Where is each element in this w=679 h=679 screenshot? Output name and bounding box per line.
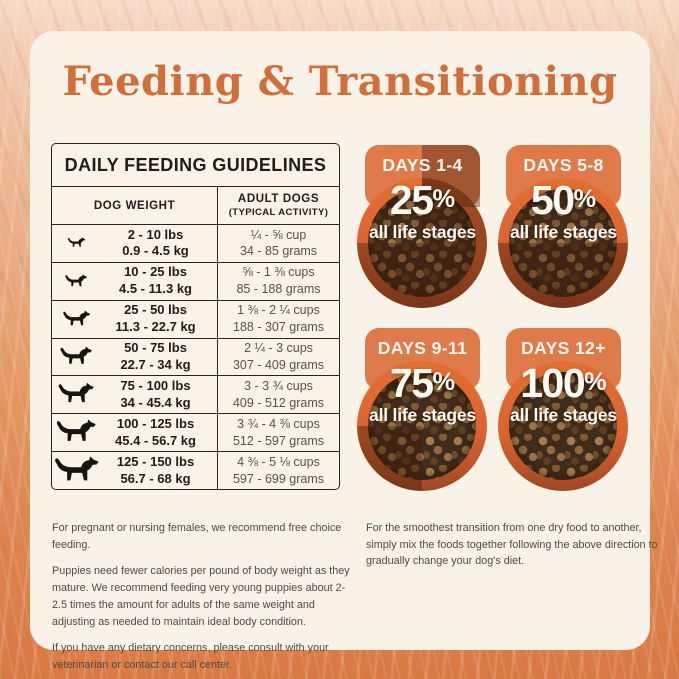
page-title: Feeding & Transitioning [62,58,618,105]
feeding-footnotes: For pregnant or nursing females, we reco… [52,520,352,679]
footnote-transition: For the smoothest transition from one dr… [366,522,658,568]
column-header-adult-dogs-sub: (TYPICAL ACTIVITY) [228,206,329,218]
column-header-adult-dogs-main: ADULT DOGS [237,192,320,205]
kibble-texture [368,189,476,297]
footnote-pregnant-nursing: For pregnant or nursing females, we reco… [52,522,342,551]
mix-ratio-overlay [498,178,628,308]
table-row: 25 - 50 lbs 11.3 - 22.7 kg 1 ⅜ - 2 ¼ cup… [52,300,339,339]
life-stages-label: all life stages [510,405,617,425]
table-row: 50 - 75 lbs 22.7 - 34 kg 2 ¼ - 3 cups 30… [52,338,339,377]
dog-weight-value: 125 - 150 lbs 56.7 - 68 kg [116,453,195,486]
dog-food-bowl-image [498,361,628,491]
feeding-amount-value: 2 ¼ - 3 cups 307 - 409 grams [232,341,325,372]
life-stages-label: all life stages [369,405,476,425]
transition-footnote: For the smoothest transition from one dr… [366,520,662,580]
dog-food-bowl-image [498,178,628,308]
mix-ratio-overlay [357,361,487,491]
dog-weight-value: 2 - 10 lbs 0.9 - 4.5 kg [122,226,189,259]
column-header-adult-dogs: ADULT DOGS (TYPICAL ACTIVITY) [218,187,339,224]
table-row: 125 - 150 lbs 56.7 - 68 kg 4 ⅜ - 5 ⅛ cup… [52,452,339,490]
footnote-dietary-concerns: If you have any dietary concerns, please… [52,642,329,672]
percent-label: 25% [389,177,456,223]
table-header-row: DOG WEIGHT ADULT DOGS (TYPICAL ACTIVITY) [52,187,339,225]
feeding-amount-value: ¼ - ⅝ cup 34 - 85 grams [239,227,318,259]
dog-weight-value: 100 - 125 lbs 45.4 - 56.7 kg [115,415,196,448]
feeding-amount-value: 1 ⅜ - 2 ¼ cups 188 - 307 grams [232,303,325,335]
percent-label: 100% [520,360,607,406]
dog-food-bowl-image [357,361,487,491]
daily-feeding-guidelines-table: DAILY FEEDING GUIDELINES DOG WEIGHT ADUL… [51,143,340,490]
dog-weight-value: 10 - 25 lbs 4.5 - 11.3 kg [119,264,192,297]
dog-silhouette-icon [52,382,100,407]
dog-silhouette-icon [52,346,100,368]
table-row: 10 - 25 lbs 4.5 - 11.3 kg ⅝ - 1 ⅜ cups 8… [52,262,339,301]
kibble-texture [368,372,476,480]
percent-label: 50% [530,177,597,223]
dog-silhouette-icon [52,310,100,329]
dog-silhouette-icon [52,419,100,446]
transition-step-days-5-8: DAYS 5-8 50% all life stages [493,145,634,313]
percent-label: 75% [389,360,456,406]
life-stages-label: all life stages [510,222,617,242]
dog-food-bowl-image [357,178,487,308]
footnote-puppies: Puppies need fewer calories per pound of… [52,565,350,628]
table-row: 100 - 125 lbs 45.4 - 56.7 kg 3 ¾ - 4 ⅜ c… [52,414,339,453]
table-row: 75 - 100 lbs 34 - 45.4 kg 3 - 3 ¾ cups 4… [52,376,339,415]
dog-weight-value: 75 - 100 lbs 34 - 45.4 kg [120,377,191,410]
transition-step-days-1-4: DAYS 1-4 25% all life stages [352,145,493,313]
transition-step-days-9-11: DAYS 9-11 75% all life stages [352,328,493,496]
dog-weight-value: 25 - 50 lbs 11.3 - 22.7 kg [115,302,196,335]
kibble-texture [509,372,617,480]
dog-silhouette-icon [52,274,100,289]
dog-silhouette-icon [52,456,100,486]
column-header-dog-weight: DOG WEIGHT [52,187,219,224]
feeding-amount-value: 4 ⅜ - 5 ⅛ cups 597 - 699 grams [232,454,325,486]
dog-silhouette-icon [52,237,100,249]
transition-step-days-12-plus: DAYS 12+ 100% all life stages [493,328,634,496]
feeding-amount-value: ⅝ - 1 ⅜ cups 85 - 188 grams [236,265,321,297]
table-title: DAILY FEEDING GUIDELINES [52,144,339,187]
life-stages-label: all life stages [369,222,476,242]
table-row: 2 - 10 lbs 0.9 - 4.5 kg ¼ - ⅝ cup 34 - 8… [52,225,339,263]
feeding-amount-value: 3 - 3 ¾ cups 409 - 512 grams [232,378,325,410]
feeding-amount-value: 3 ¾ - 4 ⅜ cups 512 - 597 grams [232,416,325,448]
content-card: Feeding & Transitioning DAILY FEEDING GU… [30,31,658,671]
kibble-texture [509,189,617,297]
dog-weight-value: 50 - 75 lbs 22.7 - 34 kg [120,340,191,372]
